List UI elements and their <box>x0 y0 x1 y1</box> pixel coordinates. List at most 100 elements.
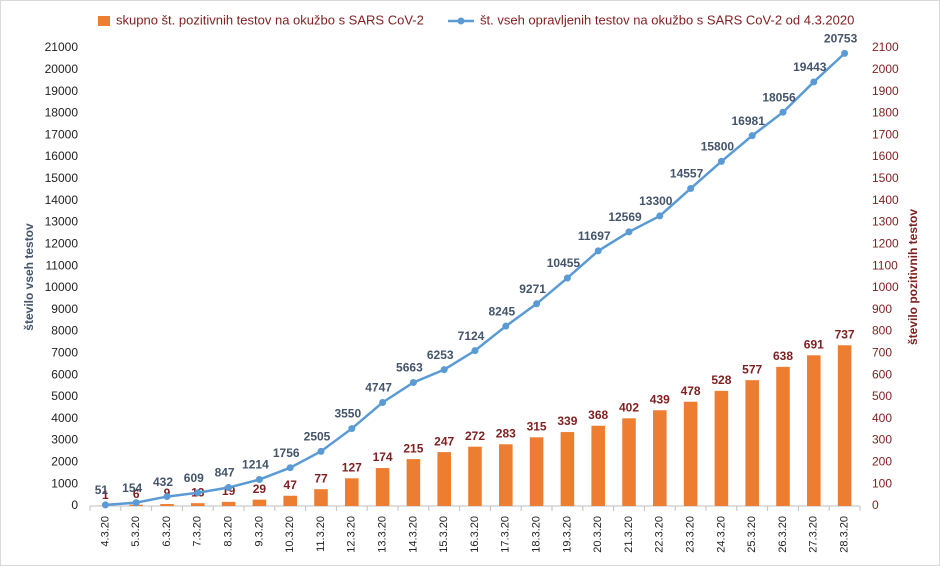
x-tick-label: 15.3.20 <box>438 516 450 553</box>
y-axis-title: število vseh testov <box>22 223 36 331</box>
bar-value-label: 339 <box>557 414 577 428</box>
line-value-label: 4747 <box>365 381 392 395</box>
x-tick-label: 17.3.20 <box>500 516 512 553</box>
line-marker <box>440 366 448 374</box>
bar <box>745 380 759 506</box>
bar-value-label: 402 <box>619 400 639 414</box>
line-value-label: 154 <box>122 481 142 495</box>
x-tick-label: 27.3.20 <box>808 516 820 553</box>
y-tick-label: 2000 <box>51 455 78 469</box>
line-value-label: 11697 <box>578 229 611 243</box>
line-value-label: 15800 <box>701 140 735 154</box>
line-value-label: 10455 <box>547 256 581 270</box>
line-marker <box>563 274 571 282</box>
y2-tick-label: 400 <box>872 411 892 425</box>
line-marker <box>225 484 233 492</box>
bar-value-label: 6 <box>133 487 140 501</box>
y-tick-label: 21000 <box>45 40 79 54</box>
bar <box>837 345 852 506</box>
line-value-label: 1214 <box>242 458 269 472</box>
line-value-label: 9271 <box>519 282 546 296</box>
y2-tick-label: 0 <box>872 498 879 512</box>
y2-tick-label: 100 <box>872 476 892 490</box>
line-marker <box>286 464 294 472</box>
x-tick-label: 26.3.20 <box>777 516 789 553</box>
line-marker <box>748 132 756 140</box>
x-tick-label: 28.3.20 <box>839 516 851 553</box>
line-value-label: 51 <box>95 483 109 497</box>
y-tick-label: 6000 <box>51 367 78 381</box>
x-tick-label: 24.3.20 <box>715 516 727 553</box>
line-marker <box>687 185 695 193</box>
line-value-label: 3550 <box>334 407 361 421</box>
bar-value-label: 174 <box>373 450 393 464</box>
y-tick-label: 15000 <box>45 171 79 185</box>
x-tick-label: 21.3.20 <box>623 516 635 553</box>
bar <box>683 401 698 506</box>
line-marker <box>255 476 263 484</box>
x-tick-label: 6.3.20 <box>161 516 173 547</box>
line-value-label: 13300 <box>639 194 673 208</box>
bar <box>345 478 359 506</box>
legend-swatch-bar <box>98 16 110 26</box>
bar-value-label: 47 <box>284 478 298 492</box>
x-tick-label: 9.3.20 <box>253 516 265 547</box>
x-tick-label: 20.3.20 <box>592 516 604 553</box>
y2-tick-label: 1200 <box>872 236 899 250</box>
line-marker <box>533 300 541 308</box>
bar-value-label: 283 <box>496 426 516 440</box>
y2-axis-title: število pozitivnih testov <box>906 209 920 345</box>
legend-marker <box>457 17 465 25</box>
bar <box>160 504 174 506</box>
bar-value-label: 478 <box>681 384 701 398</box>
y-tick-label: 5000 <box>51 389 78 403</box>
legend-label: skupno št. pozitivnih testov na okužbo s… <box>116 12 424 27</box>
bar-value-label: 368 <box>588 408 608 422</box>
y2-tick-label: 300 <box>872 433 892 447</box>
bar-value-label: 737 <box>835 327 855 341</box>
y-tick-label: 19000 <box>45 84 79 98</box>
line-value-label: 19443 <box>793 60 827 74</box>
line-value-label: 2505 <box>304 430 331 444</box>
line-marker <box>163 493 171 501</box>
x-tick-label: 19.3.20 <box>561 516 573 553</box>
bar-value-label: 272 <box>465 429 485 443</box>
y2-tick-label: 1100 <box>872 258 898 272</box>
y-tick-label: 14000 <box>45 193 79 207</box>
line-marker <box>502 322 510 330</box>
bar <box>529 437 544 506</box>
y2-tick-label: 2100 <box>872 40 899 54</box>
y2-tick-label: 1400 <box>872 193 899 207</box>
bar-value-label: 77 <box>314 471 328 485</box>
y-tick-label: 3000 <box>51 433 78 447</box>
x-tick-label: 8.3.20 <box>223 516 235 547</box>
bar <box>191 503 205 506</box>
x-tick-label: 25.3.20 <box>746 516 758 553</box>
line-marker <box>379 398 387 406</box>
y2-tick-label: 700 <box>872 346 892 360</box>
line-value-label: 18056 <box>762 90 796 104</box>
y-tick-label: 17000 <box>45 127 79 141</box>
bar-value-label: 315 <box>527 419 547 433</box>
x-tick-label: 10.3.20 <box>284 516 296 553</box>
y2-tick-label: 1500 <box>872 171 899 185</box>
y-tick-label: 12000 <box>45 236 79 250</box>
line-value-label: 8245 <box>488 304 515 318</box>
bar <box>499 444 513 506</box>
y-tick-label: 11000 <box>46 258 79 272</box>
y-tick-label: 13000 <box>45 215 79 229</box>
bar-value-label: 439 <box>650 392 670 406</box>
y2-tick-label: 200 <box>872 455 892 469</box>
line-value-label: 5663 <box>396 361 423 375</box>
line-marker <box>625 228 633 236</box>
line-marker <box>594 247 602 255</box>
x-tick-label: 22.3.20 <box>654 516 666 553</box>
x-tick-label: 5.3.20 <box>130 516 142 547</box>
bar-value-label: 528 <box>711 373 731 387</box>
bar-value-label: 29 <box>253 482 267 496</box>
line-marker <box>779 108 787 116</box>
x-tick-label: 18.3.20 <box>531 516 543 553</box>
line-value-label: 6253 <box>427 348 454 362</box>
y2-tick-label: 1800 <box>872 106 899 120</box>
y2-tick-label: 600 <box>872 367 892 381</box>
